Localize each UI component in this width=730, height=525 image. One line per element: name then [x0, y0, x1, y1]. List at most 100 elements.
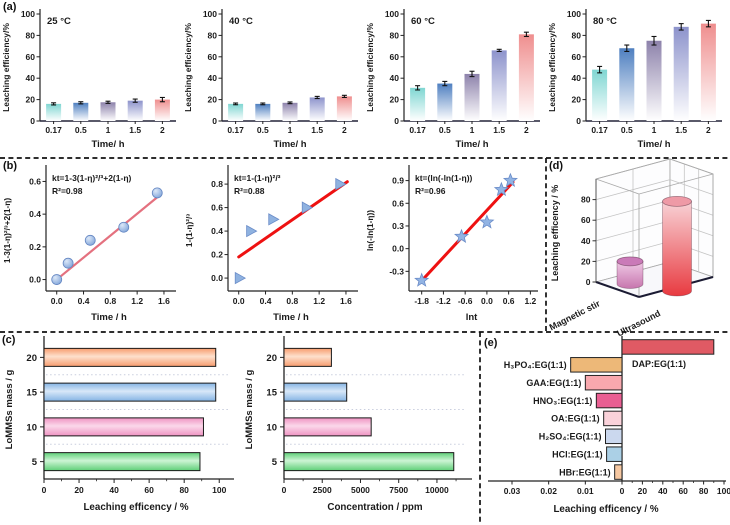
- tick-label: 20: [26, 95, 36, 105]
- bar: [584, 374, 623, 391]
- tick-label: 60: [678, 486, 688, 496]
- cylinder-bar: [616, 260, 644, 289]
- y-axis-label: LoMMSs mass / g: [244, 369, 255, 449]
- chart-title: 25 °C: [47, 16, 71, 27]
- tick-label: 1: [652, 125, 657, 135]
- chart-title: 40 °C: [229, 16, 253, 27]
- tick-label: 20: [26, 353, 37, 364]
- tick-label: 40: [208, 73, 218, 83]
- r2-annotation: R²=0.98: [52, 186, 83, 196]
- tick-label: 20: [581, 256, 591, 266]
- bar: [570, 357, 623, 373]
- tick-label: 2: [706, 125, 711, 135]
- bar: [283, 382, 348, 402]
- tick-label: 0: [30, 116, 35, 126]
- y-axis-label: Leaching efficiency/%: [1, 23, 11, 112]
- bar: [464, 73, 480, 121]
- tick-label: 1.5: [675, 125, 687, 135]
- y-axis-label: 1-(1-η)²/³: [184, 214, 194, 247]
- bar: [43, 382, 217, 402]
- tick-label: 0.5: [621, 125, 633, 135]
- bar: [673, 26, 689, 122]
- panel-a-chart-25c: 0 20 40 60 80 100 0.17 0.5 1 1.5 2 25 °C Leaching ef…: [1, 9, 176, 150]
- bar: [614, 464, 623, 480]
- tick-label: 0.0: [51, 296, 63, 306]
- tick-label: 1.6: [340, 296, 352, 306]
- data-point: [118, 221, 130, 233]
- y-axis-label: 1-3(1-η)²/³+2(1-η): [2, 198, 12, 263]
- bar: [283, 417, 372, 437]
- tick-label: 0.4: [78, 296, 90, 306]
- tick-label: 5000: [351, 485, 370, 495]
- tick-label: 15: [26, 388, 37, 399]
- tick-label: 100: [385, 9, 399, 19]
- tick-label: 0: [42, 485, 47, 495]
- tick-label: 40: [26, 73, 36, 83]
- tick-label: 0.0: [29, 275, 41, 285]
- r2-annotation: R²=0.88: [234, 186, 265, 196]
- x-axis-label: Leaching efficency / %: [83, 502, 188, 513]
- bar-label: GAA:EG(1:1): [526, 378, 581, 388]
- bar-label: H₃PO₄:EG(1:1): [504, 360, 567, 370]
- x-axis-label: Time/ h: [455, 139, 488, 150]
- bar: [646, 40, 662, 121]
- data-point: [493, 181, 509, 197]
- cylinder-bar: [662, 200, 692, 297]
- bar-label: HBr:EG(1:1): [559, 467, 611, 477]
- tick-label: 80: [581, 195, 591, 205]
- tick-label: 0.9: [392, 176, 404, 186]
- tick-label: 0.02: [540, 486, 557, 496]
- bar: [283, 347, 332, 367]
- bar: [336, 96, 352, 121]
- tick-label: 15: [266, 388, 277, 399]
- tick-label: 0.4: [211, 226, 223, 236]
- y-axis-label: Leaching efficiency/%: [183, 23, 193, 112]
- floor-edge: [595, 281, 640, 298]
- tick-label: -0.3: [389, 266, 404, 276]
- chart-title: 60 °C: [411, 16, 435, 27]
- tick-label: 1.5: [311, 125, 323, 135]
- bar: [700, 23, 716, 122]
- bar: [255, 103, 271, 121]
- tick-label: 7500: [389, 485, 408, 495]
- bar-label: H₂SO₄:EG(1:1): [539, 432, 602, 442]
- bar: [43, 417, 204, 437]
- tick-label: 80: [699, 486, 709, 496]
- equation-annotation: kt=(ln(-ln(1-η)): [415, 173, 473, 183]
- y-axis-label: Leaching efficiency/%: [365, 23, 375, 112]
- bar: [595, 392, 623, 409]
- panel-b-kinetic-plot-1: 0.0 0.4 0.8 1.2 1.6 0.0 0.2 0.4 0.6 kt=1-3(1-η)²/…: [2, 165, 176, 323]
- y-axis-label: Leaching efficiency/%: [547, 23, 557, 112]
- tick-label: 1: [106, 125, 111, 135]
- data-point: [502, 172, 518, 188]
- fit-line: [237, 180, 349, 259]
- tick-label: 80: [390, 30, 400, 40]
- bar: [228, 103, 244, 121]
- tick-label: 0.4: [29, 209, 41, 219]
- panel-c-concentration-chart: 0 2500 5000 7500 10000 5 10 15 20 LoMMSs mass / g…: [244, 336, 472, 513]
- tick-label: 40: [658, 486, 668, 496]
- tick-label: 0.0: [211, 273, 223, 283]
- data-point: [479, 214, 495, 229]
- tick-label: 0.6: [392, 198, 404, 208]
- fit-line: [55, 193, 162, 281]
- tick-label: 60: [581, 215, 591, 225]
- tick-label: 100: [203, 9, 217, 19]
- bar: [491, 50, 507, 121]
- tick-label: 0.0: [233, 296, 245, 306]
- bar: [606, 446, 623, 462]
- cylinder-top: [662, 195, 692, 207]
- tick-label: 10000: [425, 485, 449, 495]
- data-point: [84, 234, 96, 246]
- x-axis-label: Time/ h: [91, 139, 124, 150]
- bar: [410, 87, 426, 121]
- tick-label: 40: [109, 485, 119, 495]
- bar: [154, 99, 170, 121]
- tick-label: -1.2: [436, 296, 451, 306]
- tick-label: 20: [208, 95, 218, 105]
- x-axis-label: lnt: [466, 312, 478, 323]
- tick-label: 0.4: [260, 296, 272, 306]
- tick-label: 0.17: [227, 125, 244, 135]
- tick-label: 100: [717, 486, 730, 496]
